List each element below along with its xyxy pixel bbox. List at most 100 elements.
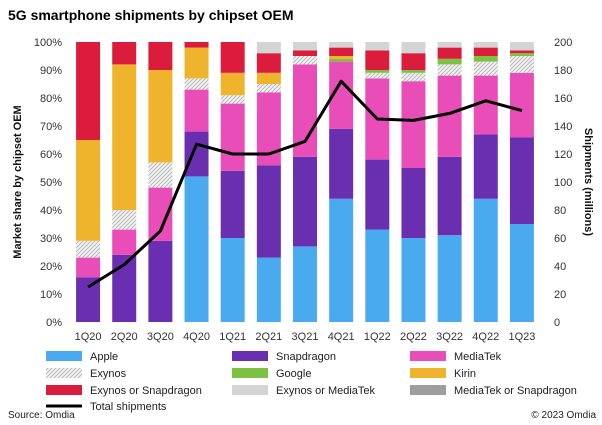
bar-segment (184, 176, 209, 322)
bar-segment (293, 50, 317, 56)
right-axis-title: Shipments (millions) (582, 128, 594, 237)
bar-segment (76, 240, 101, 258)
x-tick-label: 1Q21 (219, 331, 246, 343)
legend-label: Snapdragon (276, 351, 336, 363)
left-tick-label: 80% (40, 93, 62, 105)
bar-segment (184, 131, 209, 177)
x-tick-label: 3Q20 (147, 331, 174, 343)
bar-segment (401, 81, 426, 168)
legend-swatch (232, 368, 268, 378)
bar-segment (473, 61, 498, 76)
legend-swatch (410, 385, 446, 395)
bar-segment (293, 56, 317, 65)
bar-segment (76, 257, 101, 278)
bar-segment (329, 198, 354, 322)
bar-segment (256, 72, 281, 84)
bar-segment (220, 170, 245, 238)
x-tick-label: 1Q23 (508, 331, 535, 343)
legend-label: Kirin (454, 368, 476, 380)
right-tick-label: 200 (554, 37, 572, 49)
bar-segment (509, 224, 534, 322)
bar-segment (112, 210, 137, 230)
bar-segment (256, 257, 281, 322)
bar-segment (184, 89, 209, 132)
bar-segment (293, 246, 317, 322)
right-tick-label: 20 (554, 289, 566, 301)
bar-segment (509, 50, 534, 54)
bar-segment (329, 56, 354, 59)
bar-segment (329, 47, 354, 56)
x-tick-label: 4Q21 (328, 331, 355, 343)
x-tick-label: 3Q22 (436, 331, 463, 343)
bar-segment (256, 42, 281, 54)
left-tick-label: 100% (34, 37, 62, 49)
x-tick-label: 3Q21 (292, 331, 319, 343)
left-tick-label: 0% (46, 317, 62, 329)
legend-label: Exynos or MediaTek (276, 385, 376, 397)
copyright-note: © 2023 Omdia (531, 410, 596, 421)
left-tick-label: 70% (40, 121, 62, 133)
right-tick-label: 40 (554, 261, 566, 273)
legend-label: Exynos (90, 368, 127, 380)
left-axis-title: Market share by chipset OEM (12, 105, 24, 258)
bar-segment (509, 72, 534, 138)
x-tick-label: 4Q22 (472, 331, 499, 343)
right-tick-label: 0 (554, 317, 560, 329)
legend-swatch (46, 368, 82, 378)
bar-segment (184, 47, 209, 79)
right-tick-label: 60 (554, 233, 566, 245)
bar-segment (148, 240, 173, 322)
legend-label: Exynos or Snapdragon (90, 385, 202, 397)
legend-label: Google (276, 368, 311, 380)
bar-segment (365, 72, 390, 79)
legend-label: MediaTek (454, 351, 502, 363)
legend-swatch (410, 368, 446, 378)
bar-segment (437, 156, 462, 236)
bar-segment (329, 128, 354, 199)
x-tick-label: 2Q22 (400, 331, 427, 343)
bar-segment (293, 156, 317, 247)
bar-segment (184, 78, 209, 90)
bar-segment (329, 42, 354, 48)
bar-segment (365, 50, 390, 70)
bar-segment (437, 235, 462, 322)
legend-swatch (46, 351, 82, 361)
bar-segment (256, 53, 281, 73)
bar-segment (220, 103, 245, 171)
bar-segment (401, 70, 426, 73)
bar-segment (365, 159, 390, 230)
bar-segment (112, 42, 137, 65)
legend-swatch (46, 385, 82, 395)
right-tick-label: 180 (554, 65, 572, 77)
bar-segment (473, 56, 498, 62)
bar-segment (437, 42, 462, 48)
bar-segment (473, 47, 498, 56)
bar-segment (437, 47, 462, 59)
bar-segment (220, 42, 245, 73)
legend-label: Total shipments (90, 401, 167, 413)
x-tick-label: 2Q21 (255, 331, 282, 343)
left-tick-label: 10% (40, 289, 62, 301)
bar-segment (437, 64, 462, 76)
legend-swatch (232, 351, 268, 361)
right-tick-label: 100 (554, 177, 572, 189)
legend-swatch (410, 351, 446, 361)
legend-label: Apple (90, 351, 118, 363)
left-tick-label: 30% (40, 233, 62, 245)
left-tick-label: 60% (40, 149, 62, 161)
bar-segment (509, 56, 534, 73)
bar-segment (509, 137, 534, 224)
bar-segment (148, 70, 173, 163)
x-tick-label: 1Q22 (364, 331, 391, 343)
bar-segment (256, 84, 281, 93)
right-tick-label: 140 (554, 121, 572, 133)
left-tick-label: 90% (40, 65, 62, 77)
right-tick-label: 160 (554, 93, 572, 105)
bar-segment (473, 42, 498, 48)
bar-segment (148, 42, 173, 70)
legend-swatch (232, 385, 268, 395)
left-tick-label: 40% (40, 205, 62, 217)
right-tick-label: 80 (554, 205, 566, 217)
x-tick-label: 4Q20 (183, 331, 210, 343)
